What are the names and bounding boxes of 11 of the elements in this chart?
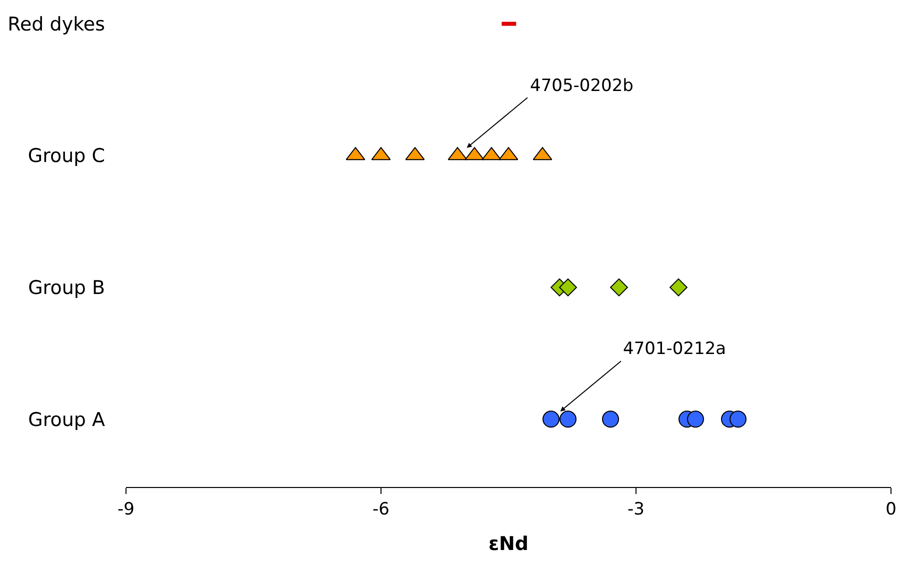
x-tick-label: 0: [886, 499, 896, 520]
annotation: 4701-0212a: [623, 339, 726, 359]
y-tick-label: Group B: [28, 277, 105, 300]
annotation: 4705-0202b: [530, 76, 634, 96]
x-tick-label: -3: [628, 499, 644, 520]
x-tick-label: -6: [372, 499, 390, 520]
y-tick-label: Group A: [28, 408, 105, 431]
x-axis-title: εNd: [488, 533, 529, 556]
x-tick-label: -9: [118, 499, 134, 520]
y-tick-label: Red dykes: [8, 13, 105, 36]
y-tick-label: Group C: [28, 145, 105, 168]
